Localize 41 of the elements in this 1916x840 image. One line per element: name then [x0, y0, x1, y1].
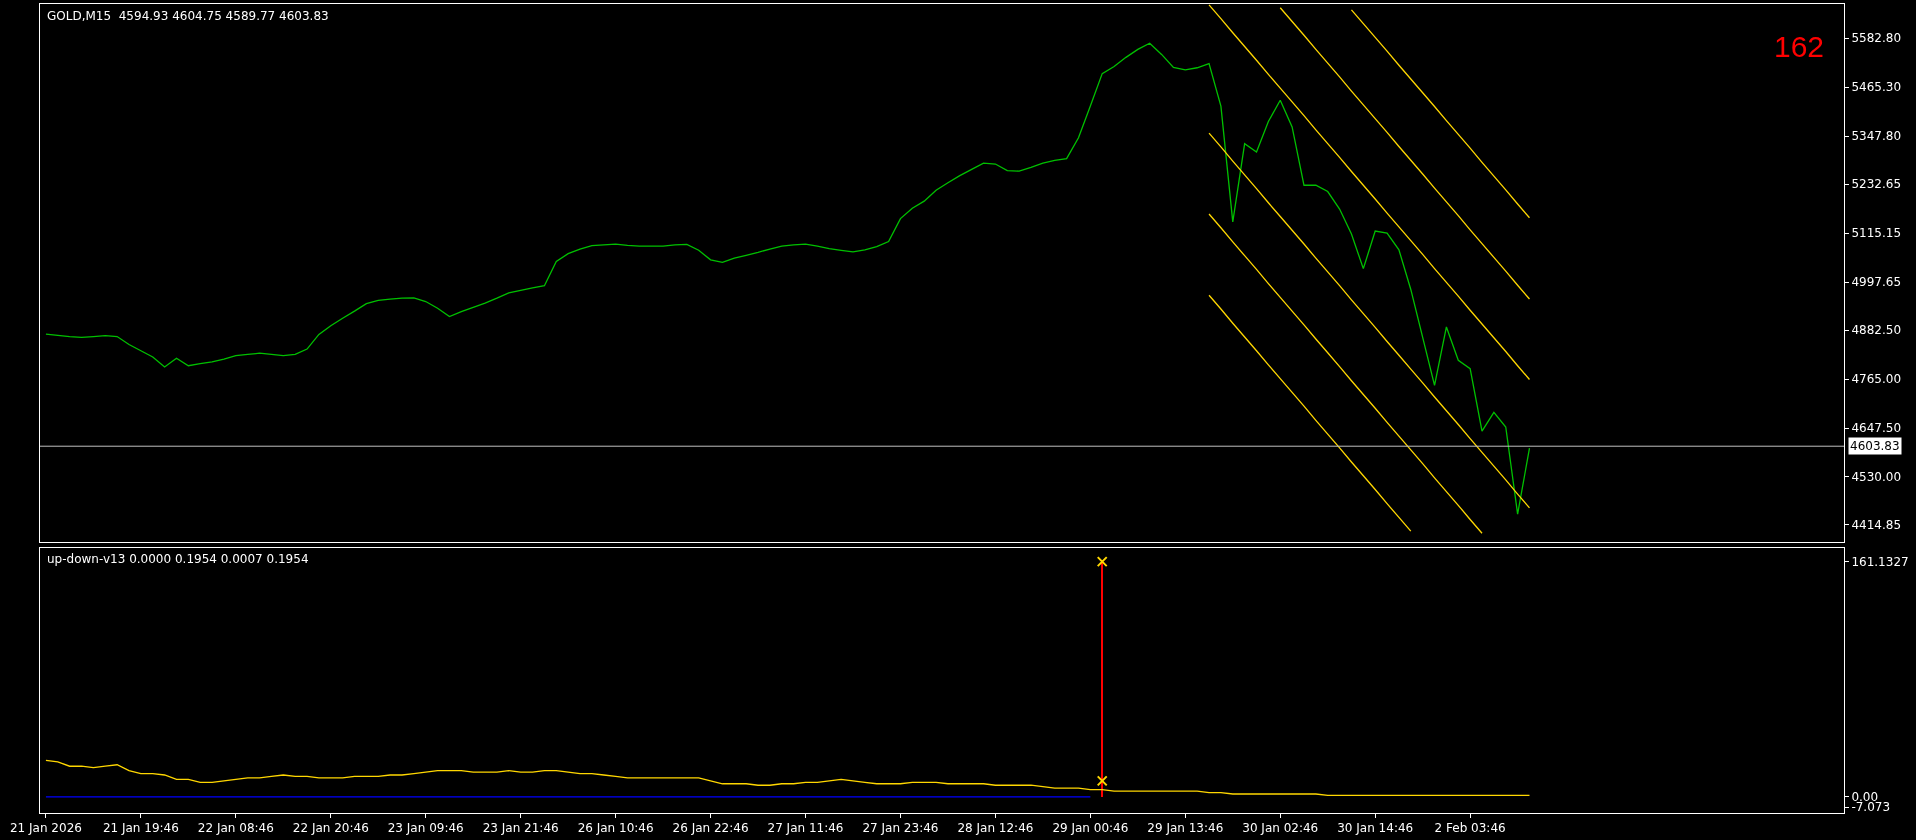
line-series: [1208, 294, 1412, 532]
ref-line-label: 4603.83: [1850, 439, 1900, 453]
line-series: [45, 759, 1531, 797]
y-tick-label: 161.1327: [1851, 554, 1909, 569]
x-tick-label: 27 Jan 23:46: [862, 821, 939, 836]
y-tick-label: -7.073: [1851, 800, 1891, 815]
x-tick-label: 26 Jan 10:46: [577, 821, 654, 836]
line-series: [1279, 7, 1531, 300]
x-tick-label: 30 Jan 14:46: [1337, 821, 1414, 836]
y-tick-label: 5582.80: [1851, 31, 1902, 46]
x-tick-label: 29 Jan 00:46: [1052, 821, 1129, 836]
x-tick-label: 21 Jan 19:46: [102, 821, 179, 836]
y-tick-label: 4765.00: [1851, 372, 1902, 387]
text: GOLD,M15 4594.93 4604.75 4589.77 4603.83: [47, 9, 329, 23]
y-tick-label: 4530.00: [1851, 470, 1902, 485]
y-tick-label: 4997.65: [1851, 275, 1902, 290]
line-series: [1208, 213, 1483, 534]
x-tick-label: 2 Feb 03:46: [1434, 821, 1506, 836]
line-series: [1350, 9, 1531, 219]
y-tick-label: 5347.80: [1851, 129, 1902, 144]
y-tick-label: 5232.65: [1851, 177, 1902, 192]
y-tick-label: 5115.15: [1851, 226, 1902, 241]
chart-title: up-down-v13 0.0000 0.1954 0.0007 0.1954: [47, 552, 309, 566]
y-tick-label: 4414.85: [1851, 518, 1902, 533]
x-tick-label: 23 Jan 21:46: [482, 821, 559, 836]
y-tick-label: 5465.30: [1851, 80, 1902, 95]
y-tick-label: 4647.50: [1851, 421, 1902, 436]
x-tick-label: 21 Jan 2026: [9, 821, 82, 836]
x-tick-label: 23 Jan 09:46: [387, 821, 464, 836]
x-tick-label: 30 Jan 02:46: [1242, 821, 1319, 836]
x-tick-label: 22 Jan 20:46: [292, 821, 369, 836]
y-tick-label: 4882.50: [1851, 323, 1902, 338]
annotation: 162: [1774, 30, 1825, 63]
x-tick-label: 28 Jan 12:46: [957, 821, 1034, 836]
line-series: [45, 42, 1531, 515]
x-tick-label: 26 Jan 22:46: [672, 821, 749, 836]
x-tick-label: 27 Jan 11:46: [767, 821, 844, 836]
x-tick-label: 29 Jan 13:46: [1147, 821, 1224, 836]
line-series: [1208, 4, 1531, 381]
x-tick-label: 22 Jan 08:46: [197, 821, 274, 836]
line-series: [1208, 132, 1531, 509]
